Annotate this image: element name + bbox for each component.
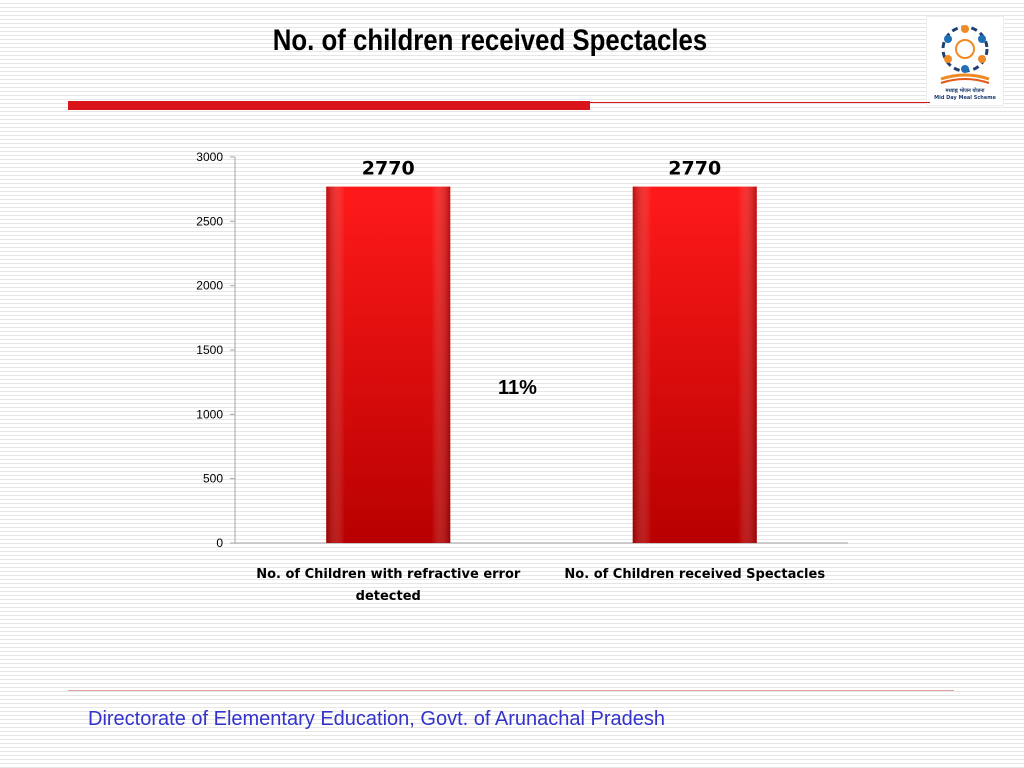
bar-chart: 0 500 1000 1500 2000 2500 3000 2770 No. of Chil… (196, 150, 848, 604)
percentage-annotation: 11% (498, 377, 537, 399)
y-tick-label: 2000 (196, 279, 223, 293)
title-underline-thick (68, 101, 590, 110)
mid-day-meal-logo: मध्याह्न भोजन योजना Mid Day Meal Scheme (926, 16, 1004, 106)
footer-text: Directorate of Elementary Education, Gov… (88, 708, 665, 730)
logo-caption-english: Mid Day Meal Scheme (934, 95, 996, 101)
footer-divider (68, 690, 954, 691)
chart-labels: 2770 No. of Children with refractive erro… (256, 158, 825, 604)
bar-data-label: 2770 (362, 158, 415, 180)
bar-data-label: 2770 (668, 158, 721, 180)
bar-sheen (326, 186, 451, 544)
category-label: No. of Children received Spectacles (564, 567, 825, 582)
slide-title: No. of children received Spectacles (272, 24, 708, 57)
logo-caption-hindi: मध्याह्न भोजन योजना (945, 88, 985, 94)
y-tick-label: 2500 (196, 214, 223, 228)
y-tick-label: 3000 (196, 150, 223, 164)
title-underline-thin (590, 102, 930, 103)
y-tick-label: 500 (203, 472, 223, 486)
y-tick-label: 1000 (196, 407, 223, 421)
chart-bars (326, 186, 757, 544)
category-label: detected (356, 589, 421, 604)
category-label: No. of Children with refractive error (256, 567, 521, 582)
chart-axes: 0 500 1000 1500 2000 2500 3000 (196, 150, 848, 550)
y-tick-label: 0 (216, 536, 223, 550)
y-tick-label: 1500 (196, 343, 223, 357)
bar-sheen (632, 186, 757, 544)
logo-emblem-icon (940, 25, 990, 84)
